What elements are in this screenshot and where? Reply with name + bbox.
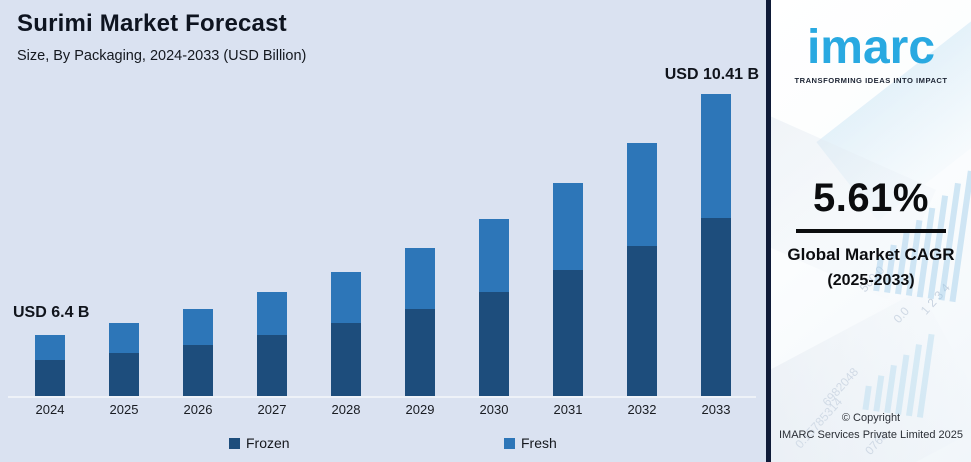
decor-bar xyxy=(884,364,897,414)
x-axis-label-2024: 2024 xyxy=(35,402,65,417)
bar-group-2031 xyxy=(553,183,583,396)
bar-2028-fresh xyxy=(331,272,361,323)
imarc-tagline: TRANSFORMING IDEAS INTO IMPACT xyxy=(794,76,948,85)
x-axis-label-2030: 2030 xyxy=(479,402,509,417)
bar-2031-fresh xyxy=(553,183,583,270)
bar-2024-frozen xyxy=(35,360,65,396)
x-axis-label-2032: 2032 xyxy=(627,402,657,417)
bar-2028-frozen xyxy=(331,323,361,396)
decor-bar xyxy=(873,375,885,412)
bar-2024-fresh xyxy=(35,335,65,360)
legend-item-frozen: Frozen xyxy=(229,435,290,451)
chart-subtitle: Size, By Packaging, 2024-2033 (USD Billi… xyxy=(17,48,307,64)
bar-group-2024 xyxy=(35,335,65,396)
bar-chart-plot: 2024 2025 2026 2027 2028 2029 2030 2031 2032 2033… xyxy=(8,66,759,451)
bar-2026-fresh xyxy=(183,309,213,345)
bar-2029-frozen xyxy=(405,309,435,396)
bar-2030-frozen xyxy=(479,292,509,396)
bar-2029-fresh xyxy=(405,248,435,309)
x-axis-label-2027: 2027 xyxy=(257,402,287,417)
legend-swatch-fresh xyxy=(504,437,515,449)
bar-group-2027 xyxy=(257,292,287,396)
bar-2030-fresh xyxy=(479,219,509,292)
cagr-label: Global Market CAGR xyxy=(787,245,955,264)
cagr-block: 5.61% Global Market CAGR (2025-2033) xyxy=(771,176,971,290)
imarc-logo: imarc xyxy=(806,21,936,74)
copyright-line1: © Copyright xyxy=(841,411,901,424)
imarc-brand-panel: 500.0 0.0 1 2 3 4 6982048 0.15785314 0768 ima… xyxy=(766,0,971,462)
bar-group-2025 xyxy=(109,323,139,396)
watermark-number-1: 0.0 xyxy=(890,304,913,326)
bar-2033-frozen xyxy=(701,218,731,396)
decor-bar xyxy=(895,354,910,415)
bar-group-2028 xyxy=(331,272,361,396)
bar-2027-frozen xyxy=(257,335,287,396)
bar-2033-fresh xyxy=(701,94,731,218)
bar-group-2030 xyxy=(479,219,509,396)
panel-decor-barchart-icon-2 xyxy=(862,326,935,418)
x-axis-label-2031: 2031 xyxy=(553,402,583,417)
bar-2026-frozen xyxy=(183,345,213,396)
bar-2025-fresh xyxy=(109,323,139,353)
legend-label-fresh: Fresh xyxy=(521,435,557,451)
legend-item-fresh: Fresh xyxy=(504,435,557,451)
cagr-value: 5.61% xyxy=(813,176,929,220)
bar-2032-frozen xyxy=(627,246,657,396)
imarc-logo-block: imarc TRANSFORMING IDEAS INTO IMPACT xyxy=(771,21,971,86)
bar-group-2029 xyxy=(405,248,435,396)
bar-group-2032 xyxy=(627,143,657,396)
value-label-2024: USD 6.4 B xyxy=(13,304,90,321)
copyright: © Copyright IMARC Services Private Limit… xyxy=(771,410,971,444)
decor-bar xyxy=(906,344,922,417)
legend-label-frozen: Frozen xyxy=(246,435,290,451)
cagr-underline xyxy=(796,229,946,233)
legend-swatch-frozen xyxy=(229,437,240,449)
decor-bar xyxy=(862,385,872,411)
copyright-line2: IMARC Services Private Limited 2025 xyxy=(778,428,963,441)
x-axis-line xyxy=(8,396,756,398)
bar-2027-fresh xyxy=(257,292,287,335)
x-axis-label-2028: 2028 xyxy=(331,402,361,417)
x-axis-label-2029: 2029 xyxy=(405,402,435,417)
cagr-range: (2025-2033) xyxy=(827,272,915,289)
page-title: Surimi Market Forecast xyxy=(17,10,287,37)
chart-region: Surimi Market Forecast Size, By Packagin… xyxy=(0,0,766,462)
decor-bar xyxy=(916,333,935,418)
value-label-2033: USD 10.41 B xyxy=(664,66,759,83)
x-axis-label-2025: 2025 xyxy=(109,402,139,417)
bar-2031-frozen xyxy=(553,270,583,396)
x-axis-label-2033: 2033 xyxy=(701,402,731,417)
bar-group-2033 xyxy=(701,94,731,396)
bar-2032-fresh xyxy=(627,143,657,246)
bar-group-2026 xyxy=(183,309,213,396)
x-axis-label-2026: 2026 xyxy=(183,402,213,417)
bar-2025-frozen xyxy=(109,353,139,396)
